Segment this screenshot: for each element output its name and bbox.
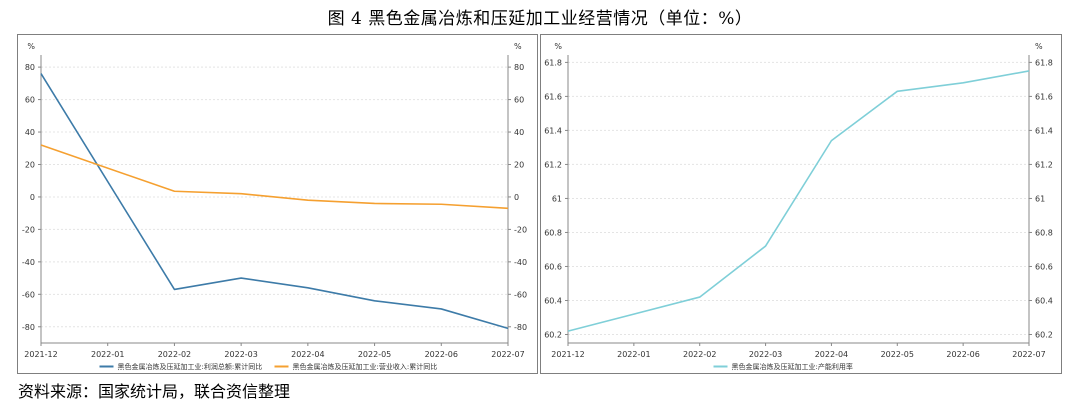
chart-right: 60.2 60.2 60.4 60.4 60.6 60.6 60.8 60.8 61 61 61.2… [544, 42, 1053, 371]
y-tick-label-right: 61 [1035, 194, 1045, 203]
y-tick-label-left: 60 [25, 96, 35, 105]
figure-title: 图 4 黑色金属冶炼和压延加工业经营情况（单位：%） [327, 9, 753, 29]
y-tick-label-left: 20 [25, 160, 35, 169]
y-tick-label-left: 40 [25, 128, 35, 137]
legend-item-1: 黑色金属冶炼及压延加工业:产能利用率 [713, 362, 853, 371]
y-tick-label-right: 0 [514, 193, 519, 202]
y-tick-label-left: -20 [22, 225, 35, 234]
y-tick-label-right: 61.4 [1035, 126, 1053, 135]
legend-item-2: 黑色金属冶炼及压延加工业:营业收入:累计同比 [274, 362, 438, 371]
y-unit-right: % [514, 42, 522, 51]
y-tick-label-right: -20 [514, 225, 527, 234]
y-tick-label-left: 60.2 [544, 330, 562, 339]
x-tick-label: 2021-12 [24, 350, 57, 359]
y-tick-label-left: 61.2 [544, 160, 562, 169]
y-tick-label-left: -40 [22, 258, 35, 267]
y-tick-label-right: 60.6 [1035, 262, 1053, 271]
y-tick-label-left: 61 [552, 194, 562, 203]
y-tick-label-right: 61.8 [1035, 58, 1053, 67]
y-tick-label-left: 60.6 [544, 262, 562, 271]
legend-label: 黑色金属冶炼及压延加工业:利润总额:累计同比 [118, 362, 263, 371]
chart-left: -80 -80 -60 -60 -40 -40 -20 -20 0 0 20 20 40 40 60 60 80… [22, 42, 527, 371]
x-tick-label: 2022-06 [946, 350, 979, 359]
y-tick-label-left: 60.4 [544, 296, 562, 305]
y-tick-label-left: 61.8 [544, 58, 562, 67]
x-tick-label: 2022-05 [881, 350, 914, 359]
x-tick-label: 2022-03 [224, 350, 257, 359]
y-unit-right: % [1035, 42, 1043, 51]
y-tick-label-right: 40 [514, 128, 524, 137]
legend-label: 黑色金属冶炼及压延加工业:营业收入:累计同比 [293, 362, 438, 371]
legend-item-1: 黑色金属冶炼及压延加工业:利润总额:累计同比 [99, 362, 263, 371]
y-tick-label-left: 61.6 [544, 92, 562, 101]
x-tick-label: 2022-04 [815, 350, 848, 359]
y-tick-label-right: 60 [514, 96, 524, 105]
series-line-1 [40, 73, 509, 330]
y-tick-label-right: 61.6 [1035, 92, 1053, 101]
y-tick-label-right: -80 [514, 323, 527, 332]
series-line-2 [40, 144, 509, 210]
source-note: 资料来源：国家统计局，联合资信整理 [18, 382, 291, 401]
y-tick-label-left: 80 [25, 63, 35, 72]
y-tick-label-right: 80 [514, 63, 524, 72]
x-tick-label: 2021-12 [551, 350, 584, 359]
x-tick-label: 2022-07 [1012, 350, 1045, 359]
x-tick-label: 2022-04 [291, 350, 324, 359]
x-tick-label: 2022-05 [358, 350, 391, 359]
y-tick-label-left: 0 [30, 193, 35, 202]
x-tick-label: 2022-07 [491, 350, 524, 359]
y-tick-label-left: -80 [22, 323, 35, 332]
y-unit-left: % [554, 42, 562, 51]
y-tick-label-right: 20 [514, 160, 524, 169]
y-tick-label-left: -60 [22, 290, 35, 299]
x-tick-label: 2022-01 [91, 350, 124, 359]
chart-panel-left: -80 -80 -60 -60 -40 -40 -20 -20 0 0 20 20 40 40 60 60 80… [17, 34, 538, 374]
y-tick-label-right: 60.4 [1035, 296, 1053, 305]
legend-label: 黑色金属冶炼及压延加工业:产能利用率 [732, 362, 853, 371]
series-line-1 [567, 70, 1030, 332]
x-tick-label: 2022-02 [683, 350, 716, 359]
y-unit-left: % [27, 42, 35, 51]
x-tick-label: 2022-06 [425, 350, 458, 359]
y-tick-label-left: 61.4 [544, 126, 562, 135]
y-tick-label-right: 60.2 [1035, 330, 1053, 339]
x-tick-label: 2022-03 [749, 350, 782, 359]
x-tick-label: 2022-02 [158, 350, 191, 359]
chart-panel-right: 60.2 60.2 60.4 60.4 60.6 60.6 60.8 60.8 61 61 61.2… [540, 34, 1062, 374]
y-tick-label-right: 61.2 [1035, 160, 1053, 169]
y-tick-label-right: -40 [514, 258, 527, 267]
x-tick-label: 2022-01 [617, 350, 650, 359]
y-tick-label-right: -60 [514, 290, 527, 299]
y-tick-label-right: 60.8 [1035, 228, 1053, 237]
y-tick-label-left: 60.8 [544, 228, 562, 237]
